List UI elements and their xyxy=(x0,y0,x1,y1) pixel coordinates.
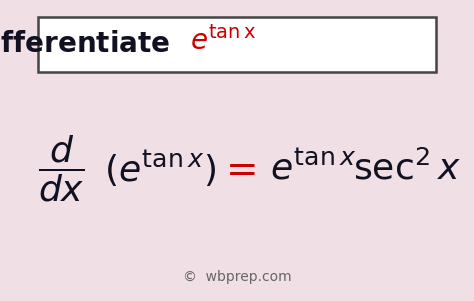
Text: $\dfrac{d}{dx}$: $\dfrac{d}{dx}$ xyxy=(38,133,84,204)
Text: $\mathrm{sec}^2\,x$: $\mathrm{sec}^2\,x$ xyxy=(353,150,461,187)
Text: $(e^{\mathrm{tan\,}x})$: $(e^{\mathrm{tan\,}x})$ xyxy=(104,148,217,189)
Text: $=$: $=$ xyxy=(218,150,256,188)
Text: $e^{\mathrm{tan\,}x}$: $e^{\mathrm{tan\,}x}$ xyxy=(270,151,357,186)
Text: $e^{\mathrm{tan\,x}}$: $e^{\mathrm{tan\,x}}$ xyxy=(190,27,256,56)
Text: $\bf{Differentiate}$: $\bf{Differentiate}$ xyxy=(0,30,180,58)
Text: ©  wbprep.com: © wbprep.com xyxy=(182,270,292,284)
FancyBboxPatch shape xyxy=(38,17,436,72)
